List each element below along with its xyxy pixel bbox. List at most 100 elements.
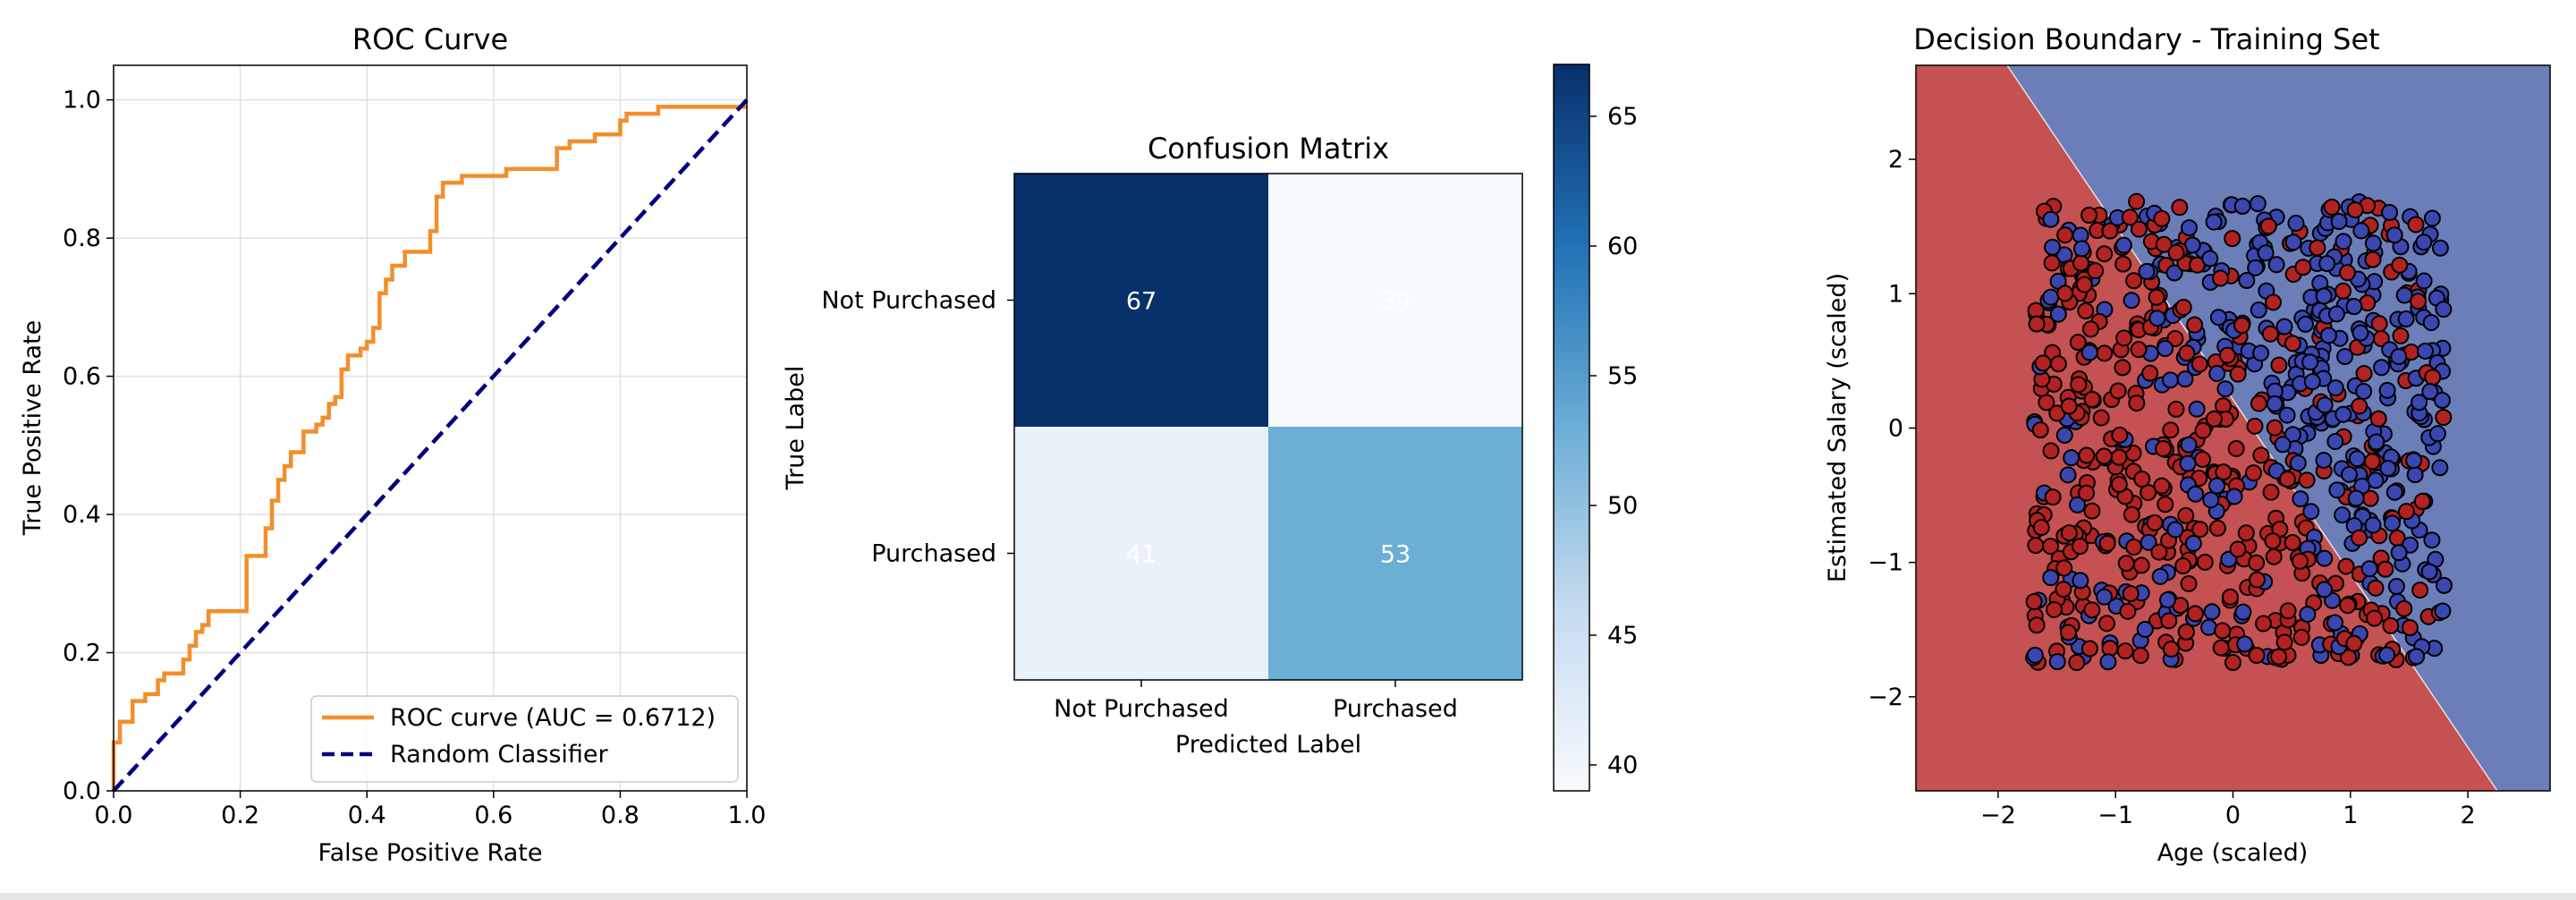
cm-y-tick-label: Not Purchased (821, 287, 996, 315)
db-point (2327, 305, 2345, 323)
db-point (2334, 282, 2352, 300)
db-point (2287, 215, 2305, 233)
db-point (2435, 301, 2453, 318)
cm-x-tick-label: Not Purchased (1054, 695, 1229, 723)
db-point (2435, 576, 2453, 594)
db-point (2351, 397, 2368, 415)
db-point (2077, 302, 2095, 320)
db-point (2368, 433, 2385, 451)
db-point (2323, 199, 2341, 217)
db-point (2187, 485, 2205, 503)
roc-y-ticks: 0.0 0.2 0.4 0.6 0.8 1.0 (63, 87, 114, 805)
db-point (2270, 648, 2288, 666)
db-point (2080, 640, 2098, 658)
db-point (2114, 236, 2132, 254)
db-point (2209, 309, 2227, 327)
db-point (2140, 533, 2157, 551)
db-point (2153, 209, 2171, 227)
db-point (2248, 554, 2266, 572)
db-point (2194, 421, 2212, 439)
db-point (2214, 622, 2232, 640)
db-point (2069, 334, 2087, 352)
db-point (2130, 220, 2148, 238)
db-point (2274, 436, 2292, 454)
cm-colorbar-tick-label: 60 (1607, 233, 1638, 260)
db-x-tick-label: −2 (1980, 802, 2016, 829)
db-point (2270, 356, 2288, 374)
db-point (2044, 238, 2062, 256)
db-point (2382, 616, 2400, 634)
cm-cell (1268, 174, 1522, 427)
db-point (2259, 217, 2277, 235)
roc-legend: ROC curve (AUC = 0.6712) Random Classifi… (310, 695, 739, 783)
bottom-scrollbar (0, 893, 2576, 900)
db-point (2369, 410, 2387, 428)
db-point (2224, 653, 2242, 671)
db-point (2128, 395, 2146, 412)
db-point (2166, 521, 2184, 539)
db-point (2262, 483, 2280, 501)
db-point (2424, 369, 2442, 386)
db-point (2395, 599, 2413, 617)
db-point (2364, 516, 2382, 534)
db-point (2034, 354, 2052, 372)
db-point (2176, 370, 2194, 388)
db-point (2117, 555, 2135, 573)
db-point (2385, 226, 2403, 244)
db-point (2347, 489, 2365, 507)
db-point (2367, 579, 2385, 597)
db-point (2397, 310, 2415, 328)
db-point (2191, 521, 2209, 539)
db-point (2028, 616, 2046, 634)
db-point (2160, 612, 2178, 630)
cm-title: Confusion Matrix (1148, 132, 1389, 166)
db-point (2351, 529, 2368, 547)
db-point (2284, 335, 2301, 352)
db-point (2391, 256, 2409, 274)
db-y-tick-label: 0 (1888, 415, 1903, 443)
db-point (2257, 244, 2275, 262)
db-point (2115, 329, 2133, 347)
db-point (2345, 298, 2363, 316)
db-point (2131, 647, 2149, 665)
roc-legend-label-random: Random Classifier (390, 741, 609, 768)
roc-y-tick-label: 0.8 (63, 225, 101, 252)
cm-y-tick-label: Purchased (871, 540, 996, 568)
roc-x-tick-label: 0.2 (221, 802, 259, 829)
db-point (2215, 463, 2233, 481)
db-point (2237, 524, 2255, 542)
db-point (2049, 305, 2067, 323)
db-point (2162, 641, 2180, 658)
roc-xlabel: False Positive Rate (318, 839, 543, 867)
db-point (2346, 201, 2364, 219)
db-point (2416, 342, 2434, 360)
db-point (2063, 449, 2080, 467)
decision-boundary-chart: Decision Boundary - Training Set −2 −1 0 1 2… (1824, 22, 2551, 867)
db-y-tick-label: −1 (1868, 549, 1903, 577)
db-point (2075, 276, 2093, 293)
db-point (2377, 560, 2394, 578)
db-point (2316, 396, 2334, 414)
db-point (2420, 563, 2438, 581)
db-point (2092, 409, 2110, 427)
roc-legend-label-roc: ROC curve (AUC = 0.6712) (390, 704, 716, 732)
db-point (2171, 199, 2189, 217)
db-point (2434, 602, 2452, 620)
cm-cell (1268, 427, 1522, 680)
db-point (2390, 544, 2408, 562)
db-point (2390, 348, 2408, 366)
db-point (2157, 340, 2174, 358)
db-point (2408, 648, 2426, 666)
db-point (2261, 325, 2279, 343)
db-point (2326, 433, 2344, 451)
db-point (2428, 425, 2446, 443)
db-point (2101, 222, 2119, 240)
db-point (2114, 255, 2132, 273)
db-point (2110, 448, 2128, 466)
db-point (2337, 557, 2355, 575)
db-point (2266, 395, 2284, 412)
db-point (2078, 484, 2096, 502)
db-point (2379, 459, 2397, 477)
db-point (2157, 496, 2174, 514)
db-point (2302, 503, 2320, 521)
